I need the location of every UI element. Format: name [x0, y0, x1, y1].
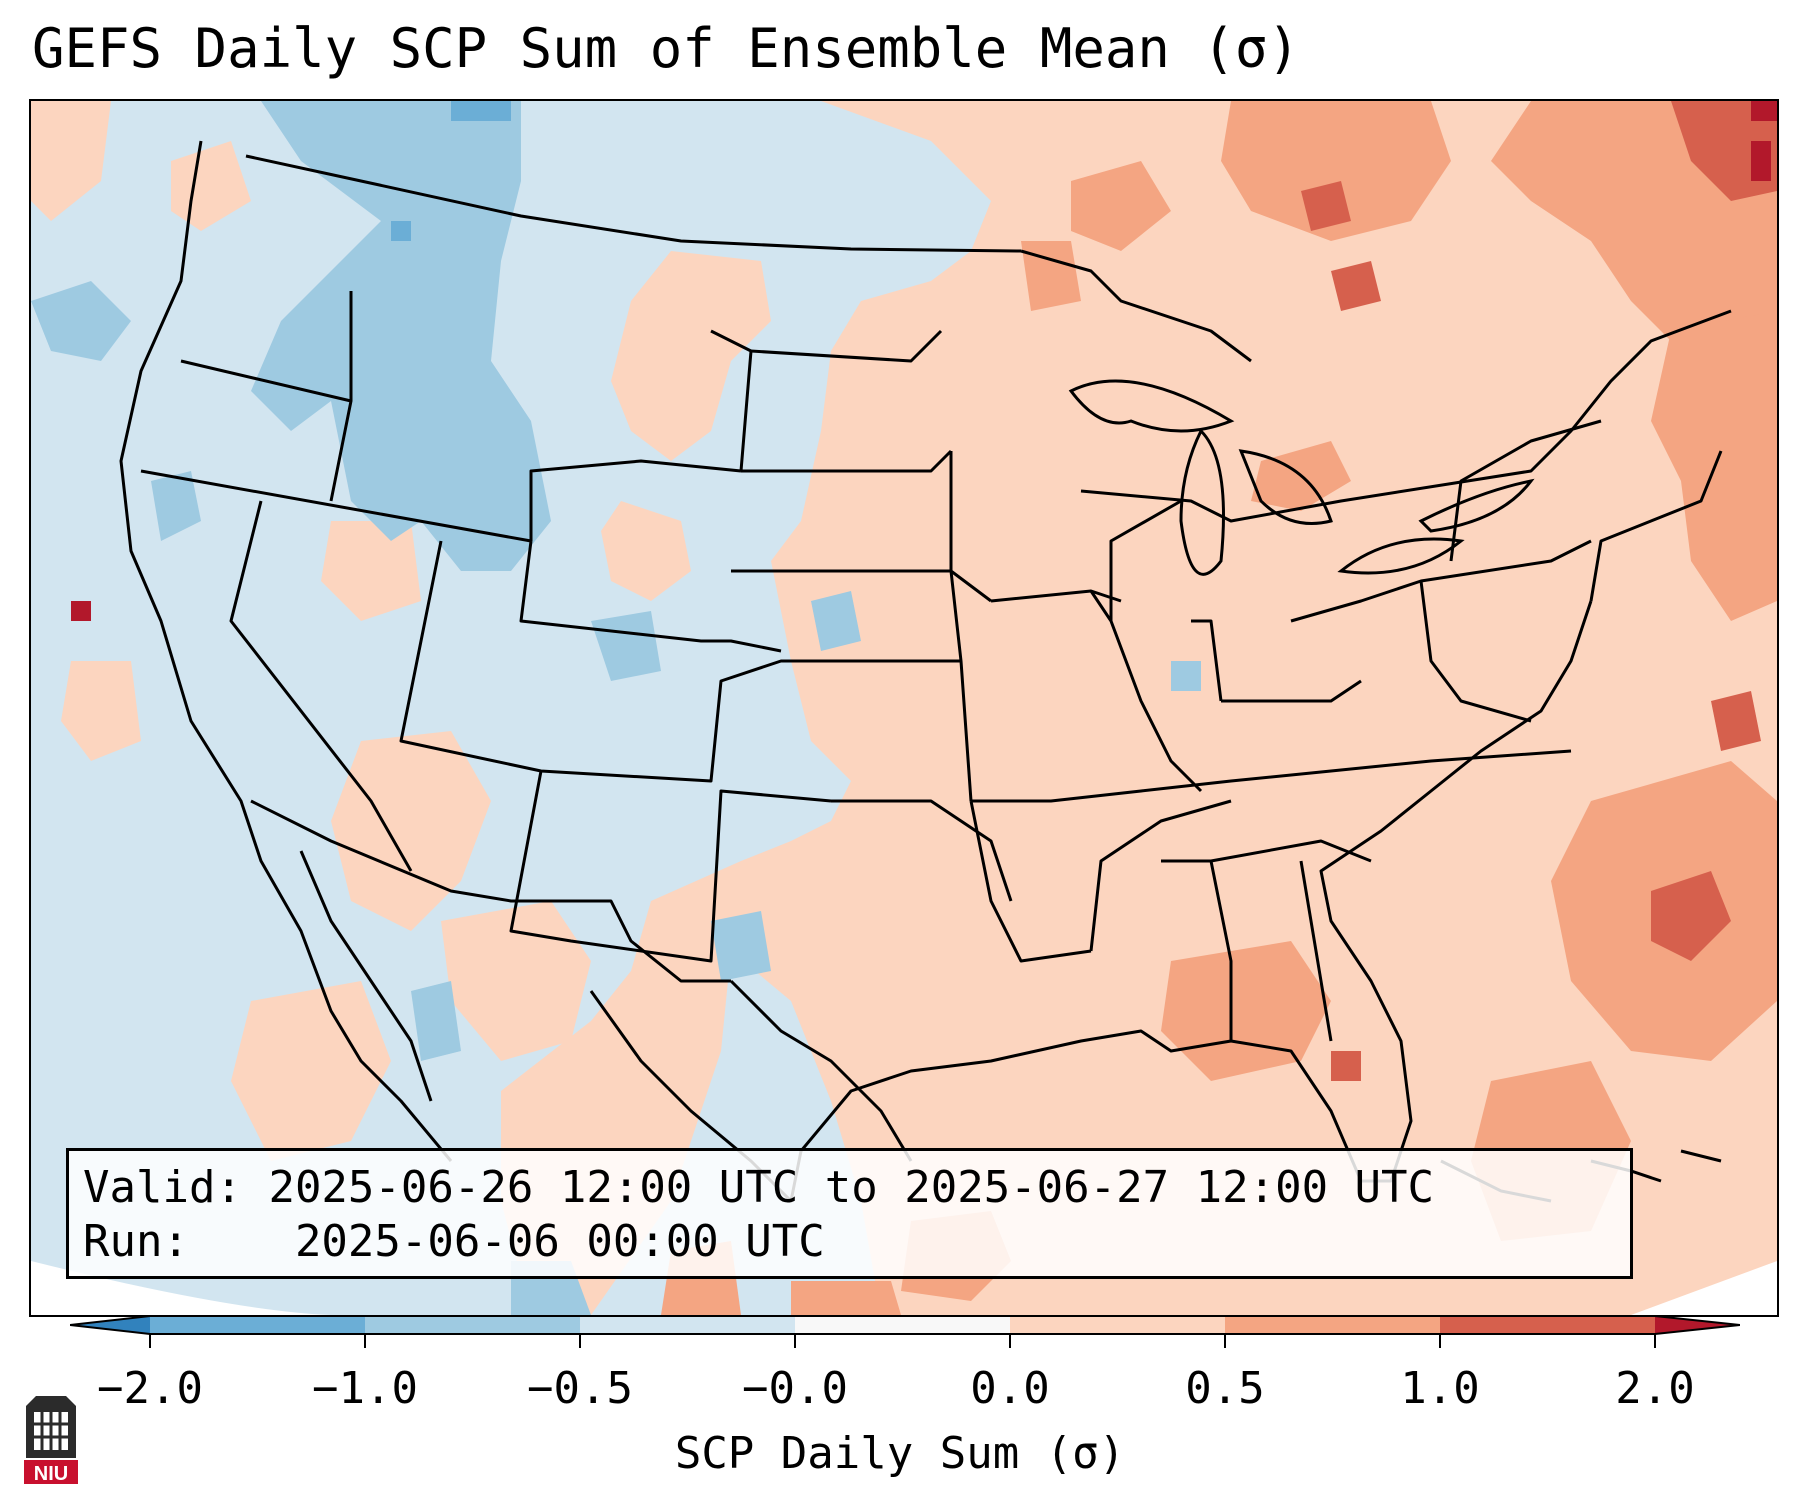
great-lakes [1068, 379, 1535, 576]
map-canvas [31, 101, 1777, 1315]
positive-anomaly-light [31, 101, 1777, 1315]
colorbar-tick-label: 0.5 [1185, 1363, 1265, 1414]
validity-info-box: Valid: 2025-06-26 12:00 UTC to 2025-06-2… [66, 1148, 1633, 1279]
valid-value: 2025-06-26 12:00 UTC to 2025-06-27 12:00… [268, 1162, 1435, 1213]
colorbar-tick-label: 1.0 [1400, 1363, 1480, 1414]
colorbar-bin-2 [365, 1316, 580, 1334]
state-borders [119, 140, 1732, 1203]
colorbar-bin-4 [795, 1316, 1010, 1334]
colorbar-tick-label: 0.0 [970, 1363, 1050, 1414]
run-value: 2025-06-06 00:00 UTC [294, 1216, 825, 1267]
niu-logo: NIU [24, 1396, 78, 1485]
colorbar-extend-low [70, 1316, 150, 1334]
map-title: GEFS Daily SCP Sum of Ensemble Mean (σ) [32, 17, 1300, 80]
colorbar-tick-label: −1.0 [312, 1363, 418, 1414]
positive-anomaly-extreme [71, 101, 1777, 621]
colorbar-bin-7 [1440, 1316, 1655, 1334]
colorbar-tick-label: −0.0 [742, 1363, 848, 1414]
colorbar [70, 1315, 1740, 1348]
logo-text: NIU [34, 1463, 68, 1485]
colorbar-bin-3 [580, 1316, 795, 1334]
positive-anomaly-strong [1301, 101, 1777, 1081]
colorbar-tick-label: −2.0 [97, 1363, 203, 1414]
run-label: Run: [83, 1216, 189, 1267]
colorbar-bin-1 [150, 1316, 365, 1334]
negative-anomaly-strong [391, 101, 511, 241]
colorbar-bin-6 [1225, 1316, 1440, 1334]
colorbar-extend-high [1655, 1316, 1740, 1334]
colorbar-tick-label: 2.0 [1615, 1363, 1695, 1414]
colorbar-label: SCP Daily Sum (σ) [674, 1428, 1126, 1479]
colorbar-tick-label: −0.5 [527, 1363, 633, 1414]
negative-anomaly-medium [31, 101, 1201, 1315]
scp-map [29, 99, 1779, 1317]
colorbar-bin-5 [1010, 1316, 1225, 1334]
valid-label: Valid: [83, 1162, 242, 1213]
